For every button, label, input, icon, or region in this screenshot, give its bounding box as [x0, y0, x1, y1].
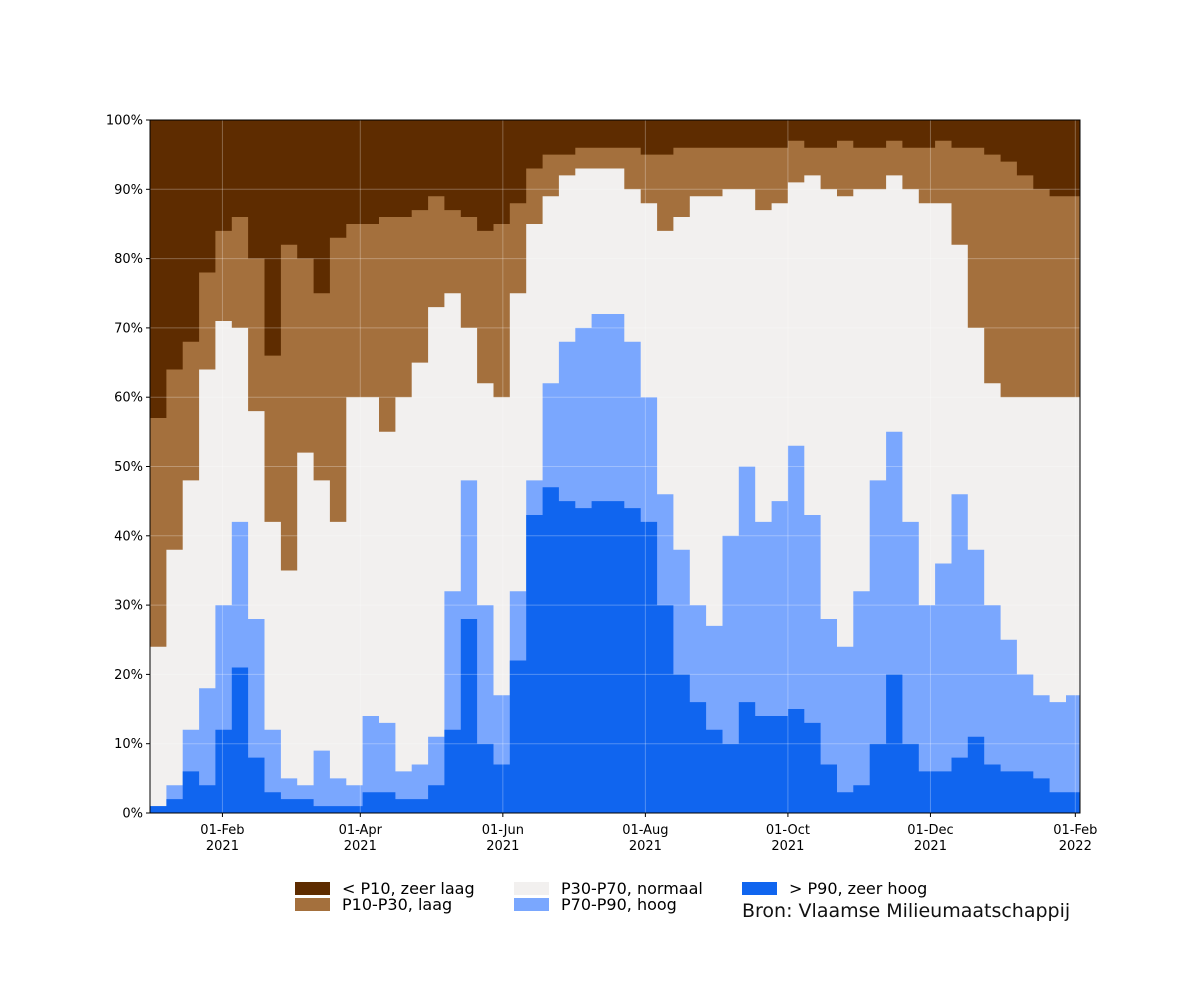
x-tick-label: 01-Feb: [1053, 823, 1097, 838]
legend-item-zeer-hoog: > P90, zeer hoog: [742, 880, 927, 898]
y-tick-label: 10%: [114, 737, 143, 752]
x-tick-year-label: 2022: [1059, 839, 1092, 854]
legend-item-laag: P10-P30, laag: [295, 896, 452, 914]
x-tick-year-label: 2021: [486, 839, 519, 854]
x-tick-label: 01-Feb: [200, 823, 244, 838]
x-tick-label: 01-Oct: [766, 823, 810, 838]
y-tick-label: 30%: [114, 599, 143, 614]
x-tick-label: 01-Jun: [482, 823, 524, 838]
y-tick-label: 100%: [106, 114, 143, 129]
x-tick-label: 01-Apr: [339, 823, 383, 838]
y-tick-label: 80%: [114, 252, 143, 267]
x-axis: 01-Feb202101-Apr202101-Jun202101-Aug2021…: [200, 813, 1097, 854]
source-credit: Bron: Vlaamse Milieumaatschappij: [742, 900, 1071, 922]
legend-swatch-zeer-hoog: [742, 882, 777, 895]
legend-label-zeer-laag: < P10, zeer laag: [342, 879, 475, 898]
legend-label-zeer-hoog: > P90, zeer hoog: [789, 879, 928, 898]
y-tick-label: 60%: [114, 391, 143, 406]
legend-label-hoog: P70-P90, hoog: [561, 895, 677, 914]
y-tick-label: 20%: [114, 668, 143, 683]
plot-area: [150, 120, 1080, 814]
x-tick-year-label: 2021: [344, 839, 377, 854]
legend-swatch-hoog: [514, 898, 549, 911]
legend-item-normaal: P30-P70, normaal: [514, 880, 703, 898]
y-tick-label: 70%: [114, 321, 143, 336]
x-tick-label: 01-Dec: [907, 823, 953, 838]
y-tick-label: 0%: [122, 807, 143, 822]
x-tick-year-label: 2021: [771, 839, 804, 854]
x-tick-year-label: 2021: [914, 839, 947, 854]
legend-item-hoog: P70-P90, hoog: [514, 896, 677, 914]
x-tick-year-label: 2021: [629, 839, 662, 854]
legend-swatch-zeer-laag: [295, 882, 330, 895]
legend-label-normaal: P30-P70, normaal: [561, 879, 703, 898]
legend-swatch-normaal: [514, 882, 549, 895]
y-tick-label: 90%: [114, 183, 143, 198]
y-tick-label: 40%: [114, 529, 143, 544]
x-tick-year-label: 2021: [206, 839, 239, 854]
y-axis: 0% 10% 20% 30% 40% 50% 60% 70% 80% 90% 100%: [106, 114, 150, 822]
band-zeer-hoog: [150, 487, 1080, 813]
legend-item-zeer-laag: < P10, zeer laag: [295, 880, 475, 898]
y-tick-label: 50%: [114, 460, 143, 475]
legend: < P10, zeer laag P10-P30, laag P30-P70, …: [295, 878, 1095, 938]
legend-label-laag: P10-P30, laag: [342, 895, 453, 914]
legend-swatch-laag: [295, 898, 330, 911]
x-tick-label: 01-Aug: [622, 823, 668, 838]
